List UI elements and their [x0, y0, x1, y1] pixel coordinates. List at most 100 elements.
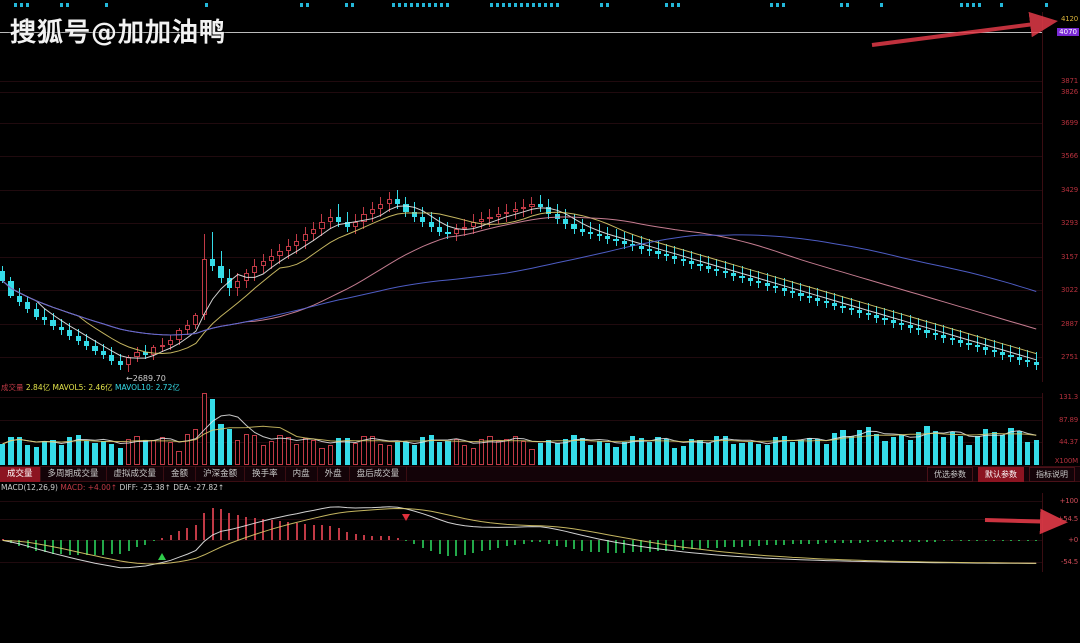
- candlestick: [924, 12, 930, 382]
- volume-bar: [462, 445, 468, 465]
- indicator-tab-bar[interactable]: 成交量 多周期成交量 虚拟成交量 金额 沪深金额 换手率 内盘 外盘 盘后成交量 优选参数 默认参…: [0, 466, 1080, 482]
- indicator-tab-4[interactable]: 沪深金额: [196, 466, 246, 482]
- candle-wick: [901, 312, 903, 331]
- volume-bar: [109, 444, 115, 465]
- candle-wick: [766, 273, 768, 291]
- tick-mark: [404, 3, 407, 7]
- candle-body: [563, 219, 569, 225]
- volume-bar: [915, 431, 922, 465]
- candle-body: [134, 352, 140, 358]
- macd-label: MACD:: [60, 483, 86, 492]
- candlestick: [647, 12, 653, 382]
- candlestick: [680, 12, 686, 382]
- candle-body: [184, 325, 191, 331]
- macd-bar: [396, 537, 399, 541]
- volume-bar: [966, 445, 972, 465]
- candle-wick: [691, 251, 693, 269]
- volume-bar: [168, 441, 174, 465]
- candle-body: [243, 273, 249, 281]
- candle-body: [521, 206, 527, 210]
- volume-label: 成交量: [1, 383, 24, 392]
- candle-body: [739, 275, 745, 279]
- volume-bar: [243, 434, 249, 465]
- macd-bar: [833, 540, 836, 544]
- volume-bar: [260, 445, 266, 465]
- macd-indicator[interactable]: +100 +54.5 +0 -54.5: [0, 493, 1080, 572]
- indicator-tab-8[interactable]: 盘后成交量: [350, 466, 408, 482]
- volume-indicator[interactable]: 131.3 87.89 44.37 X100M: [0, 393, 1080, 465]
- volume-bar: [428, 435, 434, 465]
- tick-mark: [782, 3, 785, 7]
- indicator-tab-1[interactable]: 多周期成交量: [41, 466, 107, 482]
- candle-body: [764, 283, 770, 286]
- indicator-tab-6[interactable]: 内盘: [286, 466, 318, 482]
- volume-bar: [991, 431, 997, 465]
- candlestick: [428, 12, 434, 382]
- candlestick: [327, 12, 333, 382]
- candle-body: [546, 206, 552, 215]
- candlestick: [731, 12, 737, 382]
- param-button-2[interactable]: 指标说明: [1029, 466, 1075, 482]
- macd-bar: [362, 535, 365, 541]
- candle-wick: [943, 325, 945, 343]
- volume-bar: [67, 436, 73, 465]
- price-axis-label: 3022: [1060, 286, 1078, 295]
- tick-mark: [776, 3, 779, 7]
- candle-body: [655, 251, 661, 254]
- tick-mark: [422, 3, 425, 7]
- candlestick: [470, 12, 476, 382]
- candle-wick: [581, 219, 583, 237]
- diff-value: -25.38↑: [140, 483, 171, 492]
- macd-bar: [497, 540, 500, 548]
- indicator-tab-3[interactable]: 金额: [164, 466, 197, 482]
- candle-body: [571, 224, 577, 230]
- indicator-tab-5[interactable]: 换手率: [245, 466, 286, 482]
- macd-bar: [85, 540, 88, 556]
- macd-bar: [547, 540, 550, 544]
- macd-bar: [934, 540, 937, 542]
- candle-wick: [775, 275, 777, 294]
- candle-body: [974, 345, 980, 348]
- volume-bar: [117, 448, 123, 465]
- candle-body: [773, 285, 779, 289]
- tick-mark: [532, 3, 535, 7]
- candle-body: [915, 327, 922, 331]
- candle-body: [75, 336, 81, 342]
- volume-bar: [697, 439, 703, 465]
- k-line-main-chart[interactable]: ←2689.70 4120 4070 3871 3826 3699 3566 3429 329…: [0, 11, 1080, 383]
- indicator-tab-2[interactable]: 虚拟成交量: [107, 466, 165, 482]
- candle-body: [605, 236, 611, 239]
- candlestick: [714, 12, 720, 382]
- candlestick: [386, 12, 392, 382]
- volume-axis-label: X100M: [1054, 457, 1078, 465]
- candle-body: [58, 326, 65, 331]
- macd-bar: [707, 540, 710, 549]
- macd-bar: [883, 540, 886, 543]
- param-button-0[interactable]: 优选参数: [927, 466, 973, 482]
- macd-bar: [648, 540, 651, 552]
- candle-body: [689, 261, 695, 264]
- tick-mark: [544, 3, 547, 7]
- candle-body: [949, 337, 955, 341]
- volume-bar: [512, 436, 518, 465]
- volume-bar: [806, 438, 812, 465]
- macd-bar: [774, 540, 777, 546]
- volume-bar: [999, 434, 1006, 465]
- param-button-1[interactable]: 默认参数: [978, 466, 1024, 482]
- gridline: [0, 189, 1042, 191]
- indicator-tab-7[interactable]: 外盘: [318, 466, 350, 482]
- candle-body: [663, 253, 670, 257]
- volume-bar: [563, 439, 569, 465]
- macd-bar: [640, 540, 643, 553]
- candlestick: [966, 12, 972, 382]
- macd-bar: [682, 540, 685, 550]
- volume-bar: [596, 440, 602, 465]
- volume-bar: [159, 437, 165, 465]
- indicator-tab-0[interactable]: 成交量: [0, 466, 41, 482]
- price-axis-label: 3699: [1060, 119, 1078, 128]
- candle-wick: [825, 290, 827, 308]
- candle-body: [848, 308, 854, 311]
- candlestick: [857, 12, 863, 382]
- candle-wick: [1027, 349, 1029, 368]
- candlestick: [638, 12, 644, 382]
